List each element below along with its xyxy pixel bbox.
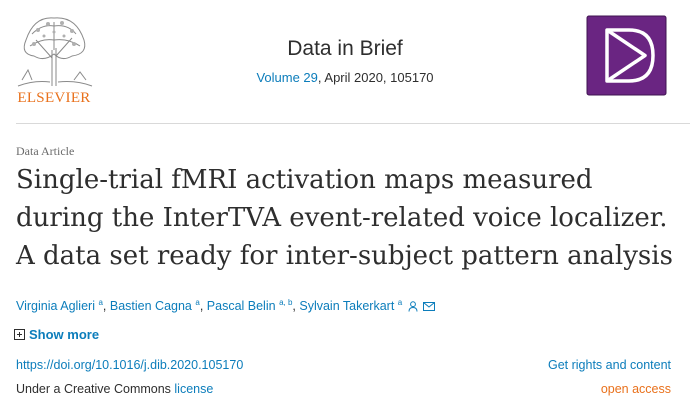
- journal-issue: Volume 29, April 2020, 105170: [180, 70, 510, 86]
- license-prefix: Under a Creative Commons: [16, 382, 175, 396]
- author-name[interactable]: Virginia Aglieri: [16, 299, 95, 314]
- author-name[interactable]: Sylvain Takerkart: [299, 299, 395, 314]
- author-affiliation[interactable]: a: [397, 298, 403, 307]
- author-affiliation[interactable]: a, b: [279, 298, 293, 307]
- author-affiliation[interactable]: a: [195, 298, 200, 307]
- issue-details: , April 2020, 105170: [317, 70, 434, 85]
- author-link[interactable]: Sylvain Takerkart a: [299, 298, 403, 314]
- header-divider: [16, 123, 690, 124]
- author-separator: ,: [102, 299, 110, 314]
- journal-title[interactable]: Data in Brief: [287, 37, 403, 60]
- envelope-icon[interactable]: [423, 302, 436, 312]
- journal-cover-logo-icon[interactable]: [583, 12, 670, 99]
- plus-square-icon: [14, 329, 25, 340]
- author-list: Virginia Aglieri a, Bastien Cagna a, Pas…: [16, 298, 436, 314]
- doi-link[interactable]: https://doi.org/10.1016/j.dib.2020.10517…: [16, 358, 244, 372]
- person-icon[interactable]: [408, 301, 418, 312]
- author-link[interactable]: Pascal Belin a, b: [206, 298, 293, 314]
- elsevier-wordmark: ELSEVIER: [17, 90, 91, 106]
- elsevier-logo[interactable]: ELSEVIER: [12, 10, 96, 106]
- show-more-label: Show more: [29, 327, 100, 342]
- journal-header: ELSEVIER Data in Brief Volume 29, April …: [0, 0, 690, 124]
- author-link[interactable]: Virginia Aglieri a: [16, 298, 103, 314]
- show-more-button[interactable]: Show more: [14, 327, 99, 342]
- article-title: Single-trial fMRI activation maps measur…: [16, 165, 673, 271]
- license-line: Under a Creative Commons license: [16, 382, 213, 396]
- author-separator: ,: [199, 299, 207, 314]
- license-link[interactable]: license: [174, 382, 214, 396]
- author-affiliation[interactable]: a: [98, 298, 103, 307]
- author-name[interactable]: Pascal Belin: [206, 299, 276, 314]
- author-separator: ,: [292, 299, 300, 314]
- open-access-label: open access: [600, 382, 671, 396]
- journal-info: Data in Brief Volume 29, April 2020, 105…: [180, 36, 510, 86]
- volume-link[interactable]: Volume 29: [256, 70, 318, 85]
- author-link[interactable]: Bastien Cagna a: [109, 298, 200, 314]
- author-name[interactable]: Bastien Cagna: [109, 299, 192, 314]
- rights-link[interactable]: Get rights and content: [548, 358, 671, 372]
- article-type: Data Article: [16, 144, 75, 158]
- elsevier-tree-icon: [14, 10, 94, 88]
